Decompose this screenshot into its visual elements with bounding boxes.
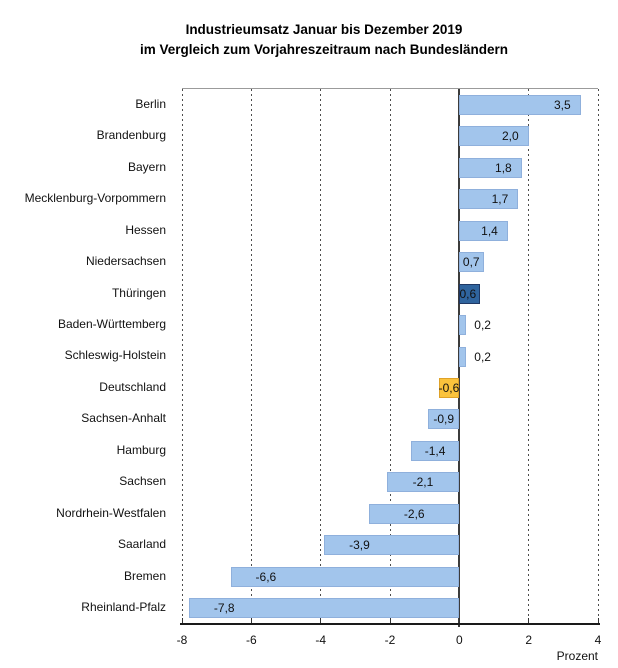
chart-title-line1: Industrieumsatz Januar bis Dezember 2019 [185, 22, 463, 37]
bar-value-label: 0,7 [462, 255, 480, 270]
bar: -2,1 [386, 472, 460, 493]
bar [459, 346, 467, 367]
x-tick-label: 0 [455, 633, 463, 647]
bar: 0,7 [459, 252, 484, 273]
gridline [597, 89, 599, 624]
bar: -0,6 [438, 377, 460, 398]
category-label: Mecklenburg-Vorpommern [24, 191, 166, 206]
bar: -0,9 [428, 409, 460, 430]
category-label: Nordrhein-Westfalen [56, 505, 166, 520]
bar-value-label: -2,1 [412, 475, 434, 490]
bar-value-label: -1,4 [424, 443, 446, 458]
x-tick-label: -6 [245, 633, 257, 647]
axis-tick-mark [181, 618, 183, 623]
bar-value-label: 0,6 [459, 286, 477, 301]
axis-tick-mark [458, 618, 460, 623]
bar: 0,6 [459, 283, 481, 304]
category-label: Thüringen [111, 285, 166, 300]
x-tick-label: -2 [384, 633, 396, 647]
bar-value-label: 1,7 [491, 192, 509, 207]
x-tick-label: 4 [594, 633, 602, 647]
category-label: Hessen [125, 222, 166, 237]
bar-value-label: 0,2 [474, 318, 491, 333]
axis-tick-mark [250, 618, 252, 623]
bar [459, 315, 467, 336]
bar: 1,7 [459, 189, 519, 210]
bar-value-label: -0,9 [433, 412, 455, 427]
gridline [528, 89, 530, 624]
gridline [389, 89, 391, 624]
bar-value-label: 1,8 [495, 160, 512, 175]
gridline [181, 89, 183, 624]
x-axis-title: Prozent [556, 649, 598, 663]
bar: -6,6 [230, 566, 460, 587]
x-tick-label: -4 [315, 633, 326, 647]
category-label: Berlin [135, 96, 166, 111]
bar: -3,9 [324, 535, 460, 556]
bar: 1,8 [459, 157, 522, 178]
category-label: Sachsen-Anhalt [81, 411, 166, 426]
x-axis-line [180, 623, 600, 625]
category-label: Bayern [127, 159, 166, 174]
axis-tick-mark [597, 618, 599, 623]
bar: -2,6 [369, 503, 460, 524]
category-label: Niedersachsen [85, 254, 166, 269]
x-tick-label: 2 [525, 633, 532, 647]
bar-value-label: 2,0 [501, 129, 519, 144]
category-label: Brandenburg [96, 128, 166, 143]
category-label: Deutschland [99, 379, 166, 394]
bar: 2,0 [459, 126, 529, 147]
plot-area: 3,5 2,0 1,8 1,7 1,4 0,7 0,6 0,2 0,2 -0,6 -0,9 -1,4 -… [181, 88, 599, 627]
category-label: Hamburg [116, 442, 166, 457]
axis-tick-mark [528, 618, 530, 623]
chart-title: Industrieumsatz Januar bis Dezember 2019… [30, 20, 618, 60]
axis-tick-mark [389, 618, 391, 623]
bar: -7,8 [188, 598, 460, 619]
bar-value-label: -0,6 [438, 380, 460, 395]
category-label: Bremen [123, 568, 166, 583]
bar-value-label: 1,4 [481, 223, 498, 238]
category-label: Baden-Württemberg [57, 317, 166, 332]
category-label: Schleswig-Holstein [64, 348, 166, 363]
category-label: Rheinland-Pfalz [81, 600, 166, 615]
gridline [250, 89, 252, 624]
bar-value-label: -6,6 [255, 569, 277, 584]
bar-value-label: -2,6 [403, 506, 425, 521]
bar-value-label: -3,9 [349, 538, 370, 553]
category-axis: Berlin Brandenburg Bayern Mecklenburg-Vorpo… [0, 88, 174, 623]
gridline [320, 89, 322, 624]
chart-title-line2: im Vergleich zum Vorjahreszeitraum nach … [139, 42, 509, 57]
bar: 3,5 [459, 94, 581, 115]
bar-value-label: 3,5 [553, 97, 571, 112]
bar: -1,4 [410, 440, 460, 461]
bar-value-label: -7,8 [213, 601, 235, 616]
category-label: Sachsen [119, 474, 166, 489]
category-label: Saarland [117, 537, 166, 552]
axis-tick-mark [320, 618, 322, 623]
bar-value-label: 0,2 [474, 349, 491, 364]
bar: 1,4 [459, 220, 508, 241]
x-tick-label: -8 [176, 633, 188, 647]
